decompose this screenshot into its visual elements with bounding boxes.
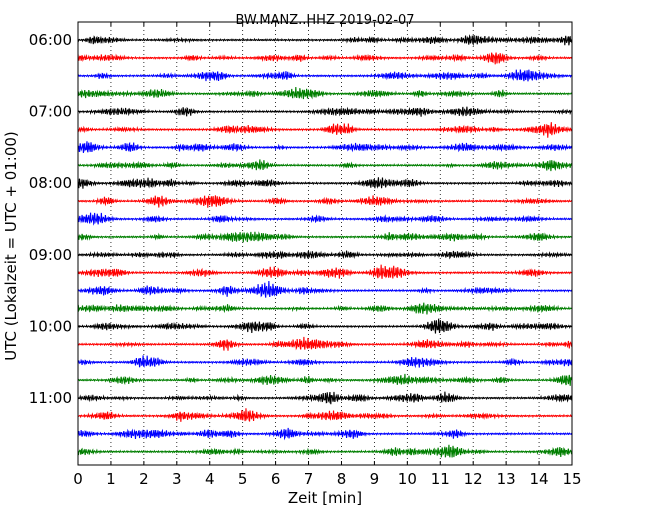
seismogram-trace (78, 69, 572, 82)
seismogram-trace (78, 177, 572, 189)
x-tick-label: 1 (106, 470, 116, 488)
seismogram-trace (78, 195, 572, 208)
seismogram-trace (78, 408, 572, 422)
seismogram-trace (78, 336, 572, 351)
seismogram-trace (78, 212, 572, 226)
x-tick-label: 2 (139, 470, 149, 488)
axis-ticks: 0 1 2 3 4 5 6 7 8 9 10 11 12 13 14 1506:0007:0008:0009:… (29, 22, 582, 488)
seismogram-trace (78, 280, 572, 298)
x-tick-label: 9 (370, 470, 380, 488)
y-tick-label: 11:00 (29, 389, 72, 407)
seismogram-trace (78, 52, 572, 65)
seismogram-trace (78, 373, 572, 386)
chart-title: BW.MANZ..HHZ 2019-02-07 (235, 13, 414, 28)
seismogram-trace (78, 427, 572, 441)
x-tick-label: 10 (398, 470, 417, 488)
y-axis-label: UTC (Lokalzeit = UTC + 01:00) (2, 131, 20, 361)
x-tick-label: 3 (172, 470, 182, 488)
x-axis-label: Zeit [min] (288, 489, 362, 507)
seismogram-trace (78, 231, 572, 243)
x-tick-label: 15 (562, 470, 581, 488)
x-tick-label: 4 (205, 470, 215, 488)
y-tick-label: 09:00 (29, 246, 72, 264)
seismogram-trace (78, 355, 572, 369)
seismogram-trace (78, 250, 572, 260)
seismogram-traces (78, 34, 572, 458)
seismogram-trace (78, 159, 572, 172)
x-tick-label: 11 (431, 470, 450, 488)
plot-frame (77, 21, 573, 466)
x-tick-label: 6 (271, 470, 281, 488)
x-tick-label: 13 (497, 470, 516, 488)
seismogram-trace (78, 122, 572, 138)
seismogram-trace (78, 141, 572, 153)
y-tick-label: 07:00 (29, 103, 72, 121)
seismogram-trace (78, 444, 572, 458)
y-tick-label: 08:00 (29, 174, 72, 192)
seismogram-trace (78, 302, 572, 315)
x-tick-label: 8 (337, 470, 347, 488)
y-tick-label: 10:00 (29, 317, 72, 335)
y-tick-label: 06:00 (29, 31, 72, 49)
seismogram-trace (78, 318, 572, 334)
seismogram-trace (78, 34, 572, 47)
x-tick-label: 14 (530, 470, 549, 488)
x-tick-label: 0 (73, 470, 83, 488)
seismogram-trace (78, 264, 572, 279)
seismogram-trace (78, 391, 572, 405)
x-tick-label: 5 (238, 470, 248, 488)
seismogram-trace (78, 86, 572, 100)
seismogram-trace (78, 106, 572, 117)
x-tick-label: 7 (304, 470, 314, 488)
x-tick-label: 12 (464, 470, 483, 488)
